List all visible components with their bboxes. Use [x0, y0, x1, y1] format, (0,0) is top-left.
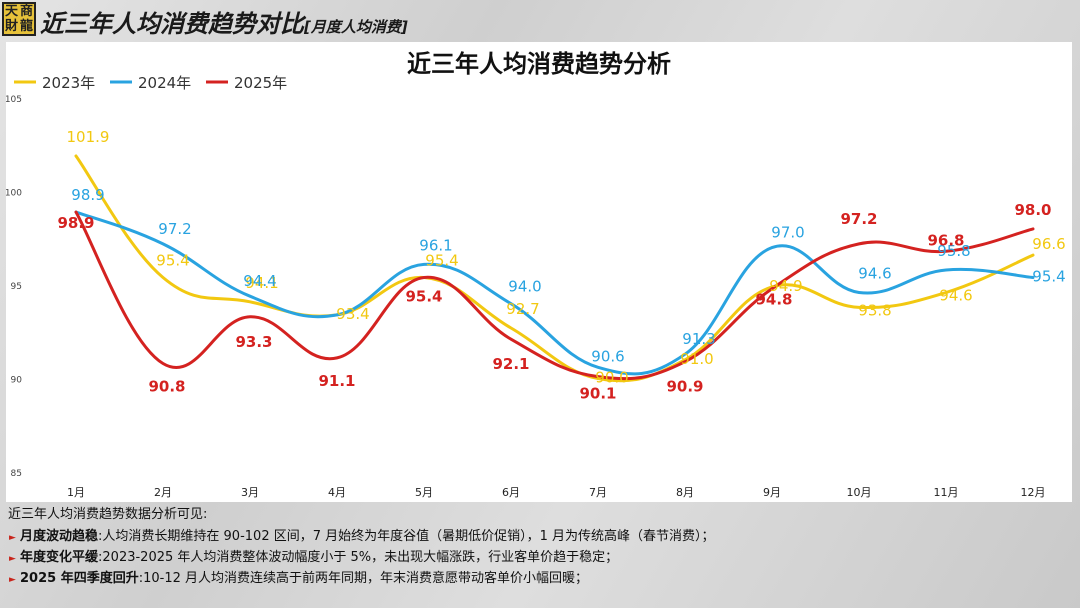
data-label: 94.0 — [508, 278, 541, 296]
line-chart: 近三年人均消费趋势分析 2023年 2024年 2025年 85 90 95 100 105 1月… — [6, 50, 1066, 499]
logo-char: 商 — [19, 4, 33, 19]
y-tick-label: 90 — [11, 376, 23, 386]
data-label: 97.2 — [840, 210, 877, 228]
series-line-2025 — [74, 210, 1035, 381]
data-label: 91.1 — [318, 372, 355, 390]
note-item: ► 2025 年四季度回升:10-12 月人均消费连续高于前两年同期，年末消费意愿… — [6, 568, 1072, 589]
x-tick-label: 10月 — [847, 486, 872, 499]
note-separator: : — [98, 550, 103, 565]
data-label: 96.8 — [927, 231, 964, 249]
logo-char: 財 — [4, 19, 18, 34]
logo-char: 龍 — [19, 19, 33, 34]
page-title-text: 近三年人均消费趋势对比 — [40, 10, 304, 38]
x-tick-label: 2月 — [154, 486, 172, 499]
note-item: ► 月度波动趋稳:人均消费长期维持在 90-102 区间，7 月始终为年度谷值（暑… — [6, 526, 1072, 547]
page-title: 近三年人均消费趋势对比[月度人均消费] — [40, 4, 408, 38]
data-label: 94.6 — [939, 286, 972, 304]
data-label: 94.9 — [769, 277, 802, 295]
series-line-2023 — [74, 154, 1035, 383]
data-label: 94.8 — [755, 291, 792, 309]
data-label: 90.6 — [591, 347, 624, 365]
note-text: 2023-2025 年人均消费整体波动幅度小于 5%，未出现大幅涨跌，行业客单价… — [102, 550, 619, 565]
x-tick-label: 3月 — [241, 486, 259, 499]
x-tick-label: 7月 — [589, 486, 607, 499]
data-label: 95.4 — [425, 252, 458, 270]
data-label: 92.7 — [506, 300, 539, 318]
data-label: 95.4 — [156, 252, 189, 270]
data-label: 94.4 — [243, 272, 276, 290]
x-tick-label: 4月 — [328, 486, 346, 499]
data-label: 96.6 — [1032, 235, 1065, 253]
data-label: 90.9 — [666, 378, 703, 396]
bullet-triangle-icon: ► — [9, 533, 16, 543]
data-label: 95.4 — [1032, 268, 1065, 286]
x-tick-label: 8月 — [676, 486, 694, 499]
data-label: 98.9 — [57, 214, 94, 232]
data-label: 94.1 — [245, 274, 278, 292]
x-tick-label: 1月 — [67, 486, 85, 499]
data-label: 92.1 — [492, 355, 529, 373]
y-tick-label: 95 — [11, 282, 22, 292]
legend-label: 2024年 — [138, 74, 191, 92]
data-label: 93.3 — [235, 333, 272, 351]
data-label: 93.8 — [858, 301, 891, 319]
note-text: 人均消费长期维持在 90-102 区间，7 月始终为年度谷值（暑期低价促销），1… — [102, 529, 715, 544]
data-label: 95.8 — [937, 242, 970, 260]
data-label: 93.4 — [336, 305, 369, 323]
logo-char: 天 — [4, 4, 18, 19]
data-label: 90.1 — [579, 385, 616, 403]
legend-label: 2023年 — [42, 74, 95, 92]
note-heading: 月度波动趋稳 — [20, 529, 99, 544]
x-tick-label: 12月 — [1021, 486, 1046, 499]
notes-intro: 近三年人均消费趋势数据分析可见: — [8, 507, 208, 522]
brand-logo: 天 商 財 龍 — [2, 2, 36, 36]
data-label: 91.0 — [680, 350, 713, 368]
analysis-notes: 近三年人均消费趋势数据分析可见: ► 月度波动趋稳:人均消费长期维持在 90-10… — [6, 504, 1072, 589]
note-separator: : — [98, 529, 103, 544]
y-tick-label: 100 — [6, 189, 22, 199]
data-label: 95.4 — [405, 288, 442, 306]
series-line-2024 — [74, 210, 1035, 376]
x-tick-label: 11月 — [934, 486, 959, 499]
data-label: 96.1 — [419, 236, 452, 254]
page-subtitle: [月度人均消费] — [304, 18, 408, 36]
chart-panel: 近三年人均消费趋势分析 2023年 2024年 2025年 85 90 95 100 105 1月… — [6, 42, 1072, 502]
bullet-triangle-icon: ► — [9, 554, 16, 564]
chart-title: 近三年人均消费趋势分析 — [407, 50, 671, 78]
data-label: 98.9 — [71, 186, 104, 204]
bullet-triangle-icon: ► — [9, 575, 16, 585]
data-label: 101.9 — [67, 128, 110, 146]
note-item: ► 年度变化平缓:2023-2025 年人均消费整体波动幅度小于 5%，未出现大幅… — [6, 547, 1072, 568]
data-label: 97.2 — [158, 220, 191, 238]
note-text: 10-12 月人均消费连续高于前两年同期，年末消费意愿带动客单价小幅回暖； — [143, 571, 589, 586]
x-tick-label: 6月 — [502, 486, 520, 499]
y-tick-label: 105 — [6, 95, 22, 105]
data-label: 91.3 — [682, 330, 715, 348]
y-tick-label: 85 — [11, 469, 22, 479]
x-tick-label: 9月 — [763, 486, 781, 499]
note-separator: : — [138, 571, 144, 586]
data-label: 90.0 — [595, 369, 628, 387]
note-heading: 2025 年四季度回升 — [20, 571, 139, 586]
data-label: 98.0 — [1014, 201, 1051, 219]
x-tick-label: 5月 — [415, 486, 433, 499]
legend-label: 2025年 — [234, 74, 287, 92]
data-label: 94.6 — [858, 264, 891, 282]
data-label: 97.0 — [771, 224, 804, 242]
note-heading: 年度变化平缓 — [20, 550, 99, 565]
data-label: 90.8 — [148, 378, 185, 396]
